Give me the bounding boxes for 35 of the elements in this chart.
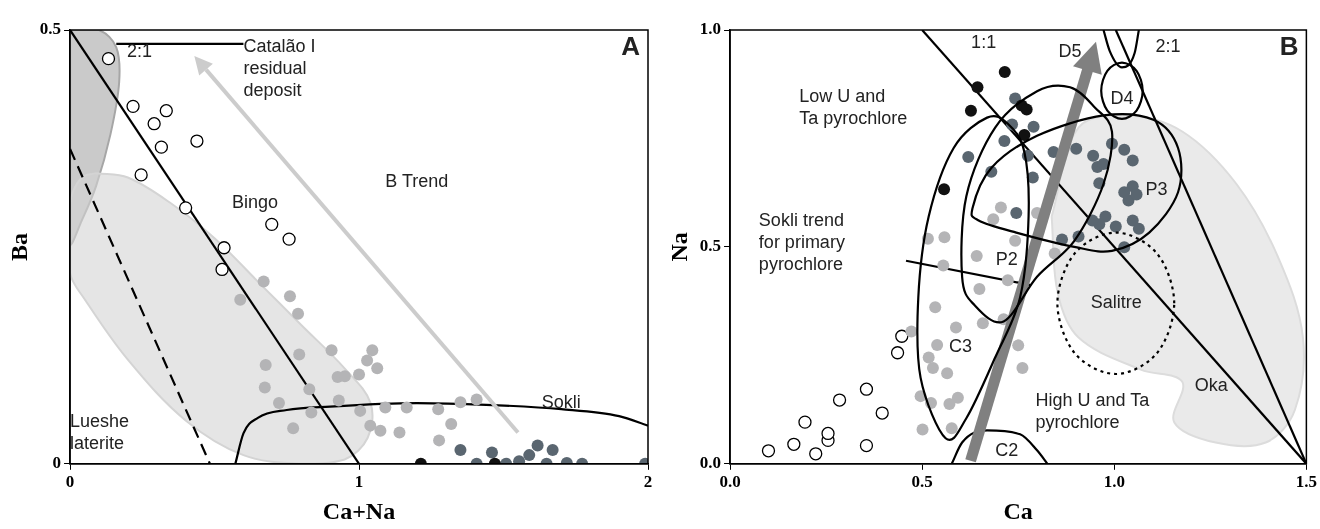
annotation: Bingo bbox=[231, 192, 279, 213]
x-tick-label: 0.0 bbox=[719, 472, 741, 492]
annotation: High U and Ta pyrochlore bbox=[1035, 389, 1151, 432]
annotation: Oka bbox=[1194, 374, 1229, 395]
annotation: Lueshe laterite bbox=[70, 411, 130, 454]
x-tick-label: 1.5 bbox=[1295, 472, 1317, 492]
y-tick-label: 0.0 bbox=[699, 453, 722, 473]
annotation: Sokli bbox=[541, 392, 581, 413]
annotation: 2:1 bbox=[126, 40, 152, 61]
x-tick-label: 1.0 bbox=[1103, 472, 1125, 492]
y-axis-title: Ba bbox=[5, 232, 32, 261]
annotation: B bbox=[1279, 30, 1299, 61]
annotation: B Trend bbox=[385, 170, 449, 191]
x-tick-label: 2 bbox=[643, 472, 653, 492]
annotation: Salitre bbox=[1090, 292, 1142, 313]
x-axis-title: Ca+Na bbox=[322, 497, 396, 524]
x-tick-label: 1 bbox=[354, 472, 364, 492]
annotation: Catalão I residual deposit bbox=[243, 36, 316, 101]
y-axis-title: Na bbox=[665, 232, 692, 262]
annotation: P2 bbox=[995, 248, 1018, 269]
annotation: P3 bbox=[1145, 179, 1168, 200]
annotation: Low U and Ta pyrochlore bbox=[799, 86, 908, 129]
y-tick-label: 0.5 bbox=[699, 236, 722, 256]
annotation: D4 bbox=[1110, 88, 1134, 109]
x-tick-label: 0 bbox=[65, 472, 75, 492]
annotation: D5 bbox=[1058, 40, 1082, 61]
annotation: C3 bbox=[949, 335, 973, 356]
y-tick-label: 1.0 bbox=[699, 19, 722, 39]
annotation: Sokli trend for primary pyrochlore bbox=[758, 209, 845, 274]
annotation: 2:1 bbox=[1155, 36, 1181, 57]
annotation: 1:1 bbox=[971, 31, 997, 52]
x-tick-label: 0.5 bbox=[911, 472, 933, 492]
x-axis-title: Ca bbox=[1003, 497, 1033, 524]
annotation: A bbox=[621, 30, 641, 61]
annotation: C2 bbox=[995, 439, 1019, 460]
